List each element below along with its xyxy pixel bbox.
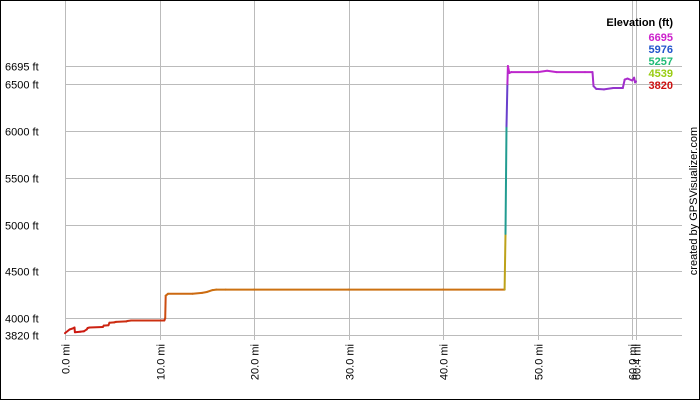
elevation-segment	[115, 320, 128, 323]
elevation-segment	[602, 87, 615, 91]
x-tick-label: 10.0 mi	[156, 344, 168, 380]
elevation-segment	[634, 80, 637, 84]
legend-entry: 3820	[649, 80, 673, 92]
x-tick-label: 0.0 mi	[61, 344, 73, 374]
y-tick-label: 3820 ft	[5, 331, 39, 343]
elevation-segment	[504, 125, 508, 235]
elevation-segment	[506, 65, 511, 74]
y-grid	[65, 66, 682, 336]
elevation-segment	[536, 69, 549, 74]
y-tick-labels: 3820 ft 4000 ft 4500 ft 5000 ft 5500 ft 6000 …	[5, 62, 39, 343]
x-tick-label: 60.0 mi	[628, 344, 640, 380]
elevation-segment	[546, 69, 558, 74]
elevation-segment	[205, 289, 214, 293]
elevation-segment	[591, 71, 595, 88]
x-tick-label: 60.4 mi	[632, 344, 644, 380]
x-tick-label: 30.0 mi	[345, 344, 357, 380]
elevation-segment	[503, 232, 507, 291]
elevation-profile	[64, 65, 637, 335]
legend-entry: 6695	[649, 32, 673, 44]
y-tick-label: 4500 ft	[5, 267, 39, 279]
legend-entry: 5257	[649, 56, 673, 68]
y-tick-label: 6500 ft	[5, 80, 39, 92]
legend-entry: 5976	[649, 44, 673, 56]
x-tick-label: 40.0 mi	[439, 344, 451, 380]
elevation-segment	[505, 83, 509, 128]
x-tick-label: 50.0 mi	[534, 344, 546, 380]
legend-title: Elevation (ft)	[606, 17, 673, 29]
elevation-segment	[88, 326, 104, 329]
y-tick-label: 5000 ft	[5, 221, 39, 233]
elevation-segment	[621, 78, 626, 89]
elevation-segment	[164, 294, 167, 320]
credit-text: created by GPSVisualizer.com	[688, 127, 699, 275]
x-grid	[65, 1, 637, 340]
legend-entry: 4539	[649, 68, 673, 80]
elevation-segment	[595, 87, 605, 91]
x-tick-labels: 0.0 mi 10.0 mi 20.0 mi 30.0 mi 40.0 mi 50.0 m…	[61, 344, 644, 380]
elevation-segment	[191, 291, 204, 295]
y-tick-label: 5500 ft	[5, 174, 39, 186]
y-tick-label: 6000 ft	[5, 127, 39, 139]
x-tick-label: 20.0 mi	[250, 344, 262, 380]
y-tick-label: 6695 ft	[5, 62, 39, 74]
y-tick-label: 4000 ft	[5, 314, 39, 326]
